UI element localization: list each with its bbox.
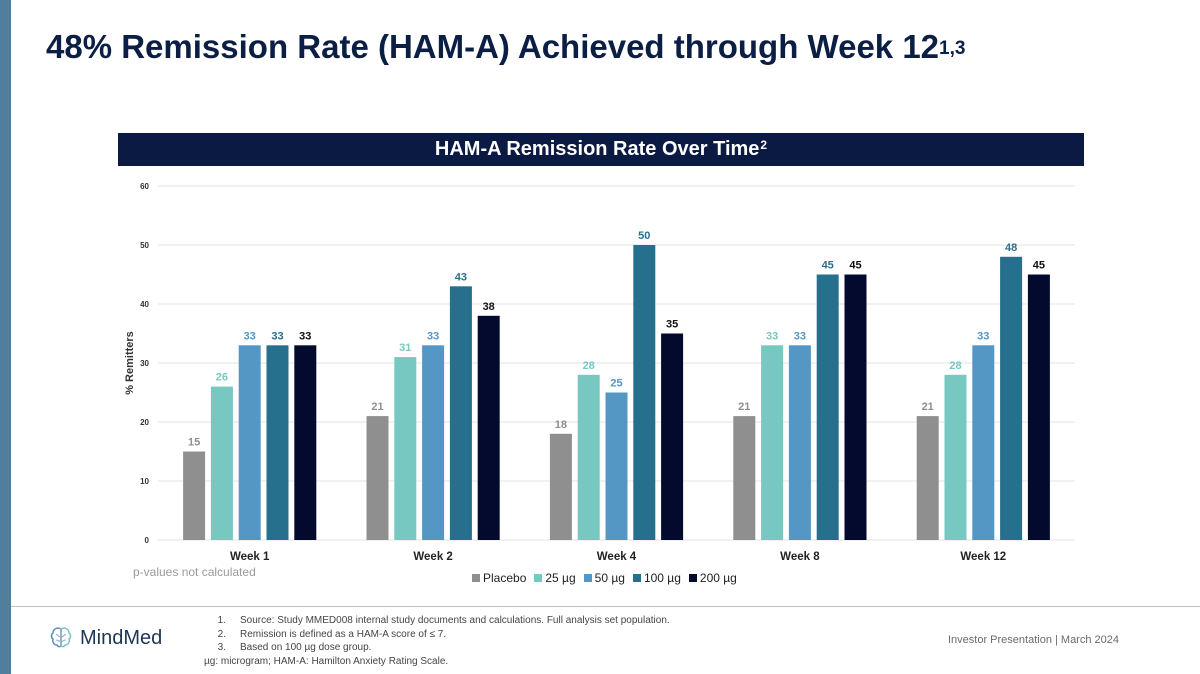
x-tick-label: Week 8 — [780, 551, 820, 563]
y-tick-label: 50 — [140, 241, 149, 250]
left-accent-bar — [0, 0, 11, 674]
bar — [549, 433, 572, 540]
bar — [210, 386, 233, 540]
bar — [605, 392, 628, 540]
data-label: 35 — [666, 319, 678, 331]
bar — [477, 315, 500, 540]
chart-title-superscript: 2 — [760, 137, 768, 152]
bar — [183, 451, 206, 540]
data-label: 25 — [610, 378, 622, 390]
bar — [366, 416, 389, 540]
y-tick-label: 0 — [145, 536, 150, 545]
legend-label: Placebo — [483, 571, 527, 585]
bar — [844, 274, 867, 540]
legend-label: 100 µg — [643, 571, 681, 585]
bar — [661, 333, 684, 540]
title-superscript: 1,3 — [939, 38, 966, 59]
bar — [916, 416, 939, 540]
footnote-1: 1. Source: Study MMED008 internal study d… — [217, 615, 670, 626]
abbreviations-note: µg: microgram; HAM-A: Hamilton Anxiety R… — [204, 655, 449, 667]
data-label: 15 — [188, 437, 200, 449]
legend-swatch — [583, 574, 592, 582]
data-label: 28 — [583, 360, 595, 372]
data-label: 38 — [483, 301, 495, 313]
chart-title: HAM-A Remission Rate Over Time — [434, 138, 760, 160]
legend-swatch — [534, 574, 543, 582]
data-label: 33 — [977, 330, 989, 342]
y-tick-label: 20 — [140, 418, 149, 427]
chart-title-banner: HAM-A Remission Rate Over Time 2 — [118, 133, 1084, 166]
bar — [1000, 256, 1023, 540]
y-tick-label: 30 — [140, 359, 149, 368]
data-label: 21 — [922, 401, 934, 413]
data-label: 21 — [371, 401, 383, 413]
legend-label: 200 µg — [699, 571, 737, 585]
data-label: 18 — [555, 419, 567, 431]
bar — [266, 345, 289, 540]
bar — [944, 374, 967, 540]
legend-item: 200 µg — [688, 571, 737, 585]
legend-item: Placebo — [472, 571, 526, 585]
bar — [733, 416, 756, 540]
legend-swatch — [632, 574, 641, 582]
legend-label: 25 µg — [545, 571, 576, 585]
data-label: 50 — [638, 230, 650, 242]
chart-legend: Placebo 25 µg 50 µg 100 µg 200 µg — [472, 571, 737, 585]
legend-item: 100 µg — [632, 571, 681, 585]
bar — [294, 345, 317, 540]
data-label: 28 — [949, 360, 961, 372]
data-label: 21 — [738, 401, 750, 413]
y-tick-label: 60 — [140, 182, 149, 191]
bar — [449, 286, 472, 540]
data-label: 48 — [1005, 242, 1017, 254]
legend-item: 50 µg — [583, 571, 625, 585]
data-label: 33 — [427, 330, 439, 342]
bar — [238, 345, 261, 540]
y-tick-label: 40 — [140, 300, 149, 309]
data-label: 33 — [794, 330, 806, 342]
data-label: 31 — [399, 342, 411, 354]
mindmed-logo: MindMed — [50, 626, 162, 650]
data-label: 33 — [766, 330, 778, 342]
bar — [577, 374, 600, 540]
x-tick-label: Week 12 — [960, 551, 1006, 563]
bar — [761, 345, 784, 540]
bar — [788, 345, 811, 540]
bar — [972, 345, 995, 540]
brain-icon — [50, 627, 72, 648]
legend-item: 25 µg — [534, 571, 576, 585]
x-tick-label: Week 4 — [597, 551, 637, 563]
x-tick-label: Week 2 — [413, 551, 452, 563]
footnotes: 1. Source: Study MMED008 internal study d… — [204, 614, 670, 668]
y-axis-label: % Remitters — [124, 331, 136, 395]
footnote-2: 2. Remission is defined as a HAM-A score … — [217, 628, 447, 640]
data-label: 45 — [1033, 260, 1045, 272]
bar — [816, 274, 839, 540]
y-tick-label: 10 — [140, 477, 149, 486]
data-label: 33 — [299, 330, 311, 342]
data-label: 33 — [271, 330, 283, 342]
data-label: 26 — [216, 372, 228, 384]
logo-wordmark: MindMed — [80, 626, 163, 649]
legend-swatch — [688, 574, 697, 582]
footnote-3: 3. Based on 100 µg dose group. — [217, 642, 372, 653]
page-title: 48% Remission Rate (HAM-A) Achieved thro… — [46, 28, 966, 65]
legend-swatch — [472, 574, 480, 582]
data-label: 43 — [455, 271, 467, 283]
data-label: 33 — [244, 330, 256, 342]
bar — [422, 345, 445, 540]
bar — [394, 357, 417, 540]
data-label: 45 — [849, 260, 861, 272]
bar — [633, 245, 656, 540]
x-tick-label: Week 1 — [230, 551, 270, 563]
p-value-note: p-values not calculated — [133, 565, 256, 579]
presentation-label: Investor Presentation | March 2024 — [947, 634, 1119, 646]
data-label: 45 — [822, 260, 834, 272]
legend-label: 50 µg — [594, 571, 625, 585]
footer-divider — [11, 606, 1200, 607]
bar — [1027, 274, 1050, 540]
